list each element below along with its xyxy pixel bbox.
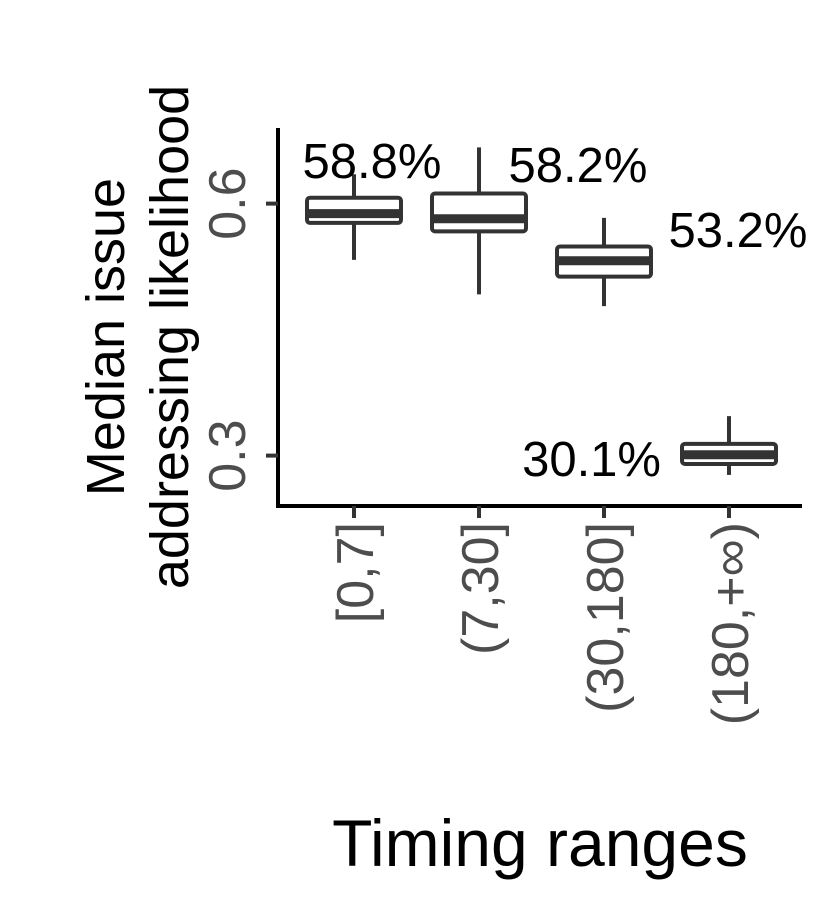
data-label: 53.2% bbox=[669, 204, 808, 258]
x-axis-title: Timing ranges bbox=[332, 806, 748, 880]
data-label: 30.1% bbox=[522, 433, 661, 487]
y-axis-title-line-1: Median issue bbox=[76, 178, 136, 496]
data-label: 58.8% bbox=[303, 135, 442, 189]
y-ticks: 0.3 0.6 bbox=[199, 167, 278, 492]
y-tick-label: 0.6 bbox=[199, 167, 257, 239]
y-axis-title: Median issue addressing likelihood bbox=[76, 85, 200, 589]
data-labels: 58.8% 58.2% 53.2% 30.1% bbox=[303, 135, 808, 487]
x-tick-label: (7,30] bbox=[452, 522, 510, 655]
x-tick-label: (180,+∞) bbox=[702, 522, 760, 725]
x-ticks: [0,7] (7,30] (30,180] (180,+∞) bbox=[327, 506, 760, 725]
data-label: 58.2% bbox=[509, 139, 648, 193]
box-4 bbox=[680, 416, 778, 475]
y-axis-title-line-2: addressing likelihood bbox=[140, 85, 200, 589]
box-3 bbox=[555, 217, 653, 307]
x-tick-label: [0,7] bbox=[327, 522, 385, 623]
box-1 bbox=[305, 174, 403, 260]
box-2 bbox=[430, 147, 528, 295]
x-tick-label: (30,180] bbox=[577, 522, 635, 713]
boxes bbox=[305, 147, 778, 475]
box-body bbox=[430, 191, 528, 234]
y-tick-label: 0.3 bbox=[199, 419, 257, 491]
